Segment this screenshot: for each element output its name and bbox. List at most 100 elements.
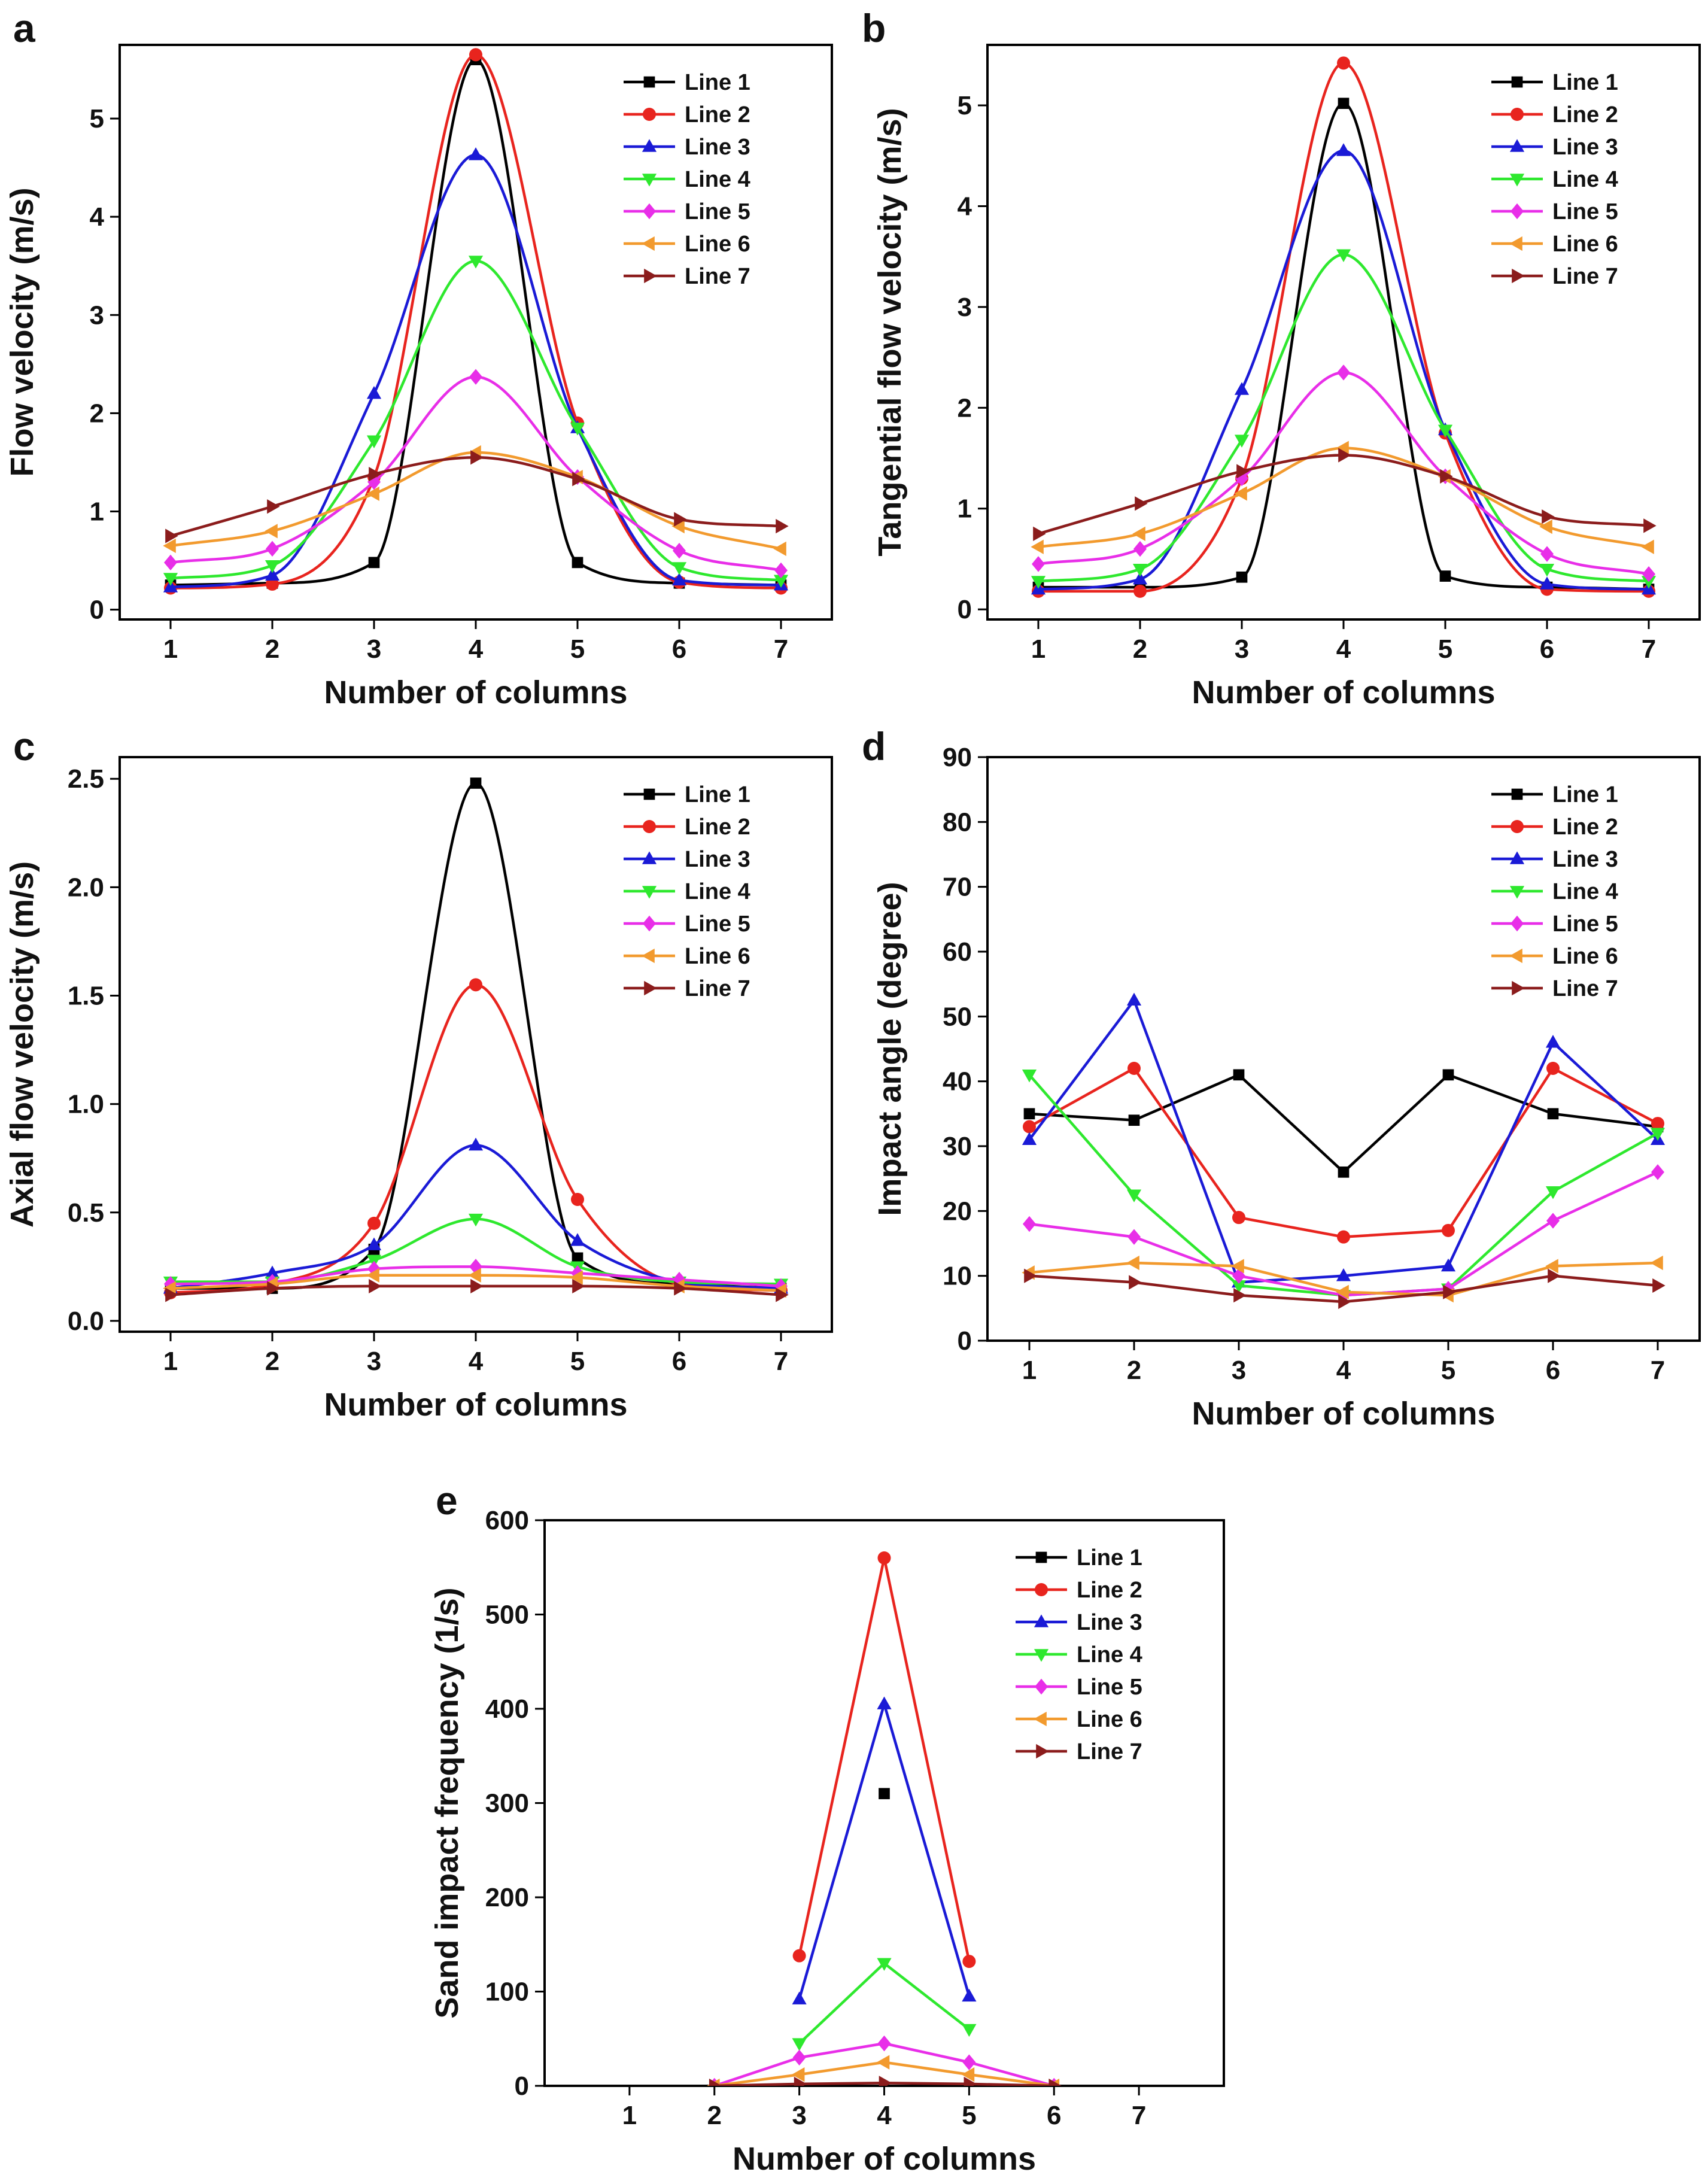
panel-b-series-7-marker	[1338, 448, 1351, 463]
panel-e-xtick-label: 5	[962, 2101, 976, 2130]
panel-e-xtick-label: 1	[622, 2101, 637, 2130]
panel-d-xtick-label: 5	[1441, 1356, 1455, 1385]
panel-a-ytick-label: 3	[90, 300, 104, 330]
panel-a-legend-item: Line 2	[624, 102, 750, 127]
panel-e-ytick-label: 500	[485, 1600, 529, 1630]
panel-e-legend-swatch-marker	[1035, 1678, 1048, 1695]
panel-d-ytick-label: 60	[943, 937, 972, 967]
panel-a-xtick-label: 2	[265, 634, 279, 664]
panel-d-legend-swatch-marker	[1512, 980, 1525, 996]
panel-d-series-5-marker	[1127, 1229, 1141, 1245]
panel-c-series-1-marker	[470, 777, 482, 789]
panel-b-series-7-line	[1038, 454, 1649, 535]
panel-c-plot-area	[163, 777, 789, 1302]
panel-e-series-2-line	[798, 1556, 971, 1962]
panel-b-series-5-marker	[1235, 470, 1248, 487]
panel-c-ytick-label: 2.5	[68, 764, 104, 794]
panel-e-xtick-label: 3	[792, 2101, 806, 2130]
panel-d-xtick-label: 6	[1546, 1356, 1560, 1385]
panel-e-series-2	[792, 1551, 976, 1969]
panel-a-series-4-marker	[265, 560, 280, 573]
panel-a-series-2-marker	[266, 577, 279, 591]
panel-c-series-5-marker	[469, 1259, 482, 1275]
panel-e-series-4-marker	[877, 1958, 892, 1971]
panel-d-ytick-label: 30	[943, 1132, 972, 1161]
panel-d-series-4-line	[1028, 1074, 1659, 1297]
panel-c-ytick-label: 0.0	[68, 1307, 104, 1336]
panel-a-series-7-marker	[776, 519, 789, 534]
panel-b-series-7-marker	[1440, 469, 1453, 484]
panel-d-series-6-marker	[1336, 1284, 1349, 1299]
panel-d-series-7-marker	[1338, 1294, 1351, 1310]
panel-d-ytick-label: 90	[943, 743, 972, 772]
panel-a-series-2	[164, 48, 788, 595]
panel-b: b 1 2 3 4 5 6 7 0 1 2 3 4 5 Number of columns Tangentia…	[862, 6, 1701, 710]
panel-b-series-4-marker	[1132, 563, 1148, 577]
panel-a-legend-item: Line 7	[624, 264, 750, 289]
panel-b-legend-item: Line 7	[1491, 264, 1618, 289]
panel-e-legend-label: Line 7	[1077, 1739, 1142, 1764]
panel-c-legend-swatch-marker	[642, 886, 657, 899]
panel-b-series-5-marker	[1337, 364, 1350, 381]
panel-c-letter: c	[13, 724, 35, 768]
panel-d-series-5-marker	[1023, 1216, 1036, 1232]
panel-d-ytick-label: 70	[943, 873, 972, 902]
panel-d-legend-swatch-marker	[1511, 820, 1524, 833]
panel-d-xtick-label: 3	[1232, 1356, 1246, 1385]
panel-c-xtick-label: 4	[469, 1347, 484, 1376]
panel-a-ylabel: Flow velocity (m/s)	[4, 187, 40, 476]
panel-e-series-7-marker	[794, 2076, 807, 2086]
panel-c-legend-swatch-marker	[643, 788, 655, 800]
panel-e-legend-label: Line 1	[1077, 1545, 1142, 1571]
panel-c-legend-item: Line 1	[624, 782, 750, 807]
panel-b-series-1-marker	[1338, 98, 1350, 110]
panel-b-ytick-label: 3	[958, 293, 972, 322]
panel-a-ytick-label: 0	[90, 596, 104, 625]
panel-d-series-3-marker	[1022, 1132, 1037, 1145]
panel-d-series-2	[1023, 1062, 1664, 1244]
panel-c-ytick-label: 1.0	[68, 1090, 104, 1119]
panel-b-legend-item: Line 2	[1491, 102, 1618, 127]
panel-e-series-4-marker	[962, 2024, 977, 2037]
panel-d-series-2-marker	[1442, 1223, 1455, 1237]
panel-c-legend-label: Line 3	[685, 847, 750, 872]
panel-d-ytick-label: 10	[943, 1262, 972, 1291]
panel-e-ytick-label: 200	[485, 1883, 529, 1912]
panel-d-legend-item: Line 5	[1491, 912, 1618, 937]
panel-b-xtick-label: 7	[1642, 634, 1656, 664]
panel-b-legend-label: Line 6	[1552, 232, 1618, 257]
panel-b-legend-label: Line 3	[1552, 135, 1618, 160]
panel-e-series-2-marker	[962, 1955, 976, 1969]
panel-c-legend-label: Line 6	[685, 944, 750, 969]
panel-d-series-1-marker	[1338, 1166, 1350, 1178]
panel-a-legend-swatch-marker	[642, 236, 655, 251]
panel-d-series-4-marker	[1231, 1280, 1247, 1293]
panel-c-legend-swatch-marker	[642, 948, 655, 964]
panel-e-legend-item: Line 6	[1016, 1707, 1142, 1732]
panel-c-ytick-label: 1.5	[68, 981, 104, 1010]
panel-a-series-7-marker	[165, 528, 178, 543]
panel-d-series-2-marker	[1651, 1117, 1664, 1131]
panel-a-series-4-marker	[163, 573, 178, 586]
panel-b-legend-label: Line 2	[1552, 102, 1618, 127]
panel-b-series-1-marker	[1236, 571, 1248, 583]
panel-a-series-7-marker	[369, 467, 382, 482]
panel-d-series-4-marker	[1126, 1189, 1142, 1202]
panel-d-series-3-marker	[1336, 1268, 1351, 1281]
panel-d-legend-swatch-marker	[1509, 948, 1522, 964]
panel-e-ytick-label: 600	[485, 1506, 529, 1535]
panel-c-legend-item: Line 5	[624, 912, 750, 937]
panel-e-series-3-marker	[877, 1696, 892, 1709]
panel-e-xtick-label: 4	[877, 2101, 892, 2130]
panel-b-legend-item: Line 4	[1491, 167, 1618, 192]
panel-a-legend-swatch-marker	[644, 268, 657, 284]
panel-b-xlabel: Number of columns	[1192, 675, 1495, 710]
panel-a-legend-swatch-marker	[642, 174, 657, 187]
panel-b-xtick-label: 2	[1133, 634, 1147, 664]
panel-a-series-7-marker	[470, 450, 484, 465]
panel-d-legend-label: Line 4	[1552, 879, 1618, 904]
panel-b-series-5-marker	[1540, 546, 1554, 562]
panel-a-legend-label: Line 2	[685, 102, 750, 127]
panel-c-series-7-marker	[165, 1287, 178, 1302]
